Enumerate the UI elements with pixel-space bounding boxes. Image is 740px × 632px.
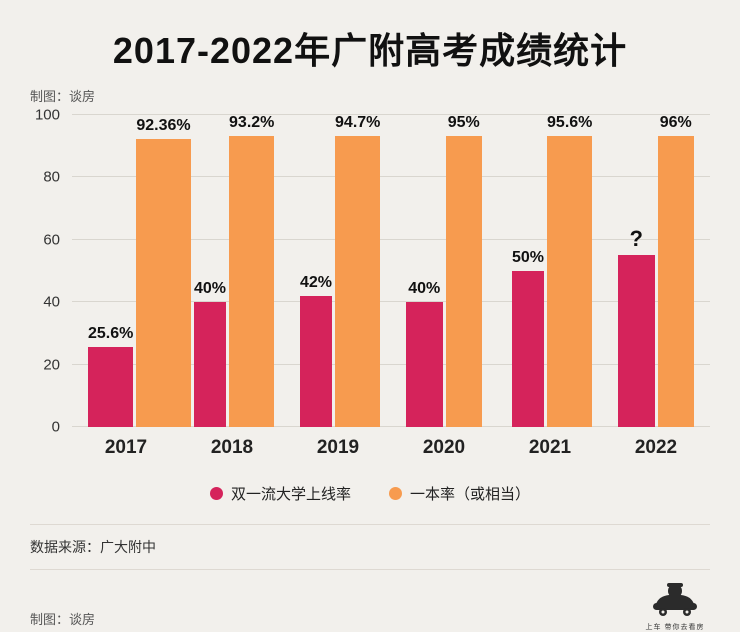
bar xyxy=(335,136,381,427)
bar-groups: 25.6% 92.36% 40% 93.2% 42% 94.7% 40% 95% 50% 95.6… xyxy=(72,115,710,427)
x-tick-label: 2017 xyxy=(104,437,148,458)
bar-value-label: 42% xyxy=(300,273,333,291)
footer: 制图：谈房 上车 带你去看房 xyxy=(30,582,710,632)
legend-item: 双一流大学上线率 xyxy=(209,483,351,504)
car-logo: 上车 带你去看房 xyxy=(640,582,710,632)
bar-value-label: 50% xyxy=(512,249,545,266)
y-tick-label: 80 xyxy=(43,168,60,186)
bar-value-label: 94.7% xyxy=(335,114,381,131)
bar xyxy=(618,255,655,427)
legend-label: 一本率（或相当） xyxy=(410,486,531,503)
bar xyxy=(136,138,191,427)
bar-value-label: ? xyxy=(629,226,643,252)
gridline xyxy=(72,238,710,240)
x-tick-label: 2018 xyxy=(210,437,254,458)
legend: 双一流大学上线率 一本率（或相当） xyxy=(0,483,740,504)
bar-slot: 95% xyxy=(445,114,482,427)
bar xyxy=(406,302,443,427)
bar-slot: ? xyxy=(618,115,655,427)
y-tick-label: 100 xyxy=(34,106,60,124)
bar-slot: 42% xyxy=(300,115,333,427)
y-tick-label: 60 xyxy=(43,231,60,249)
bar-group: 42% 94.7% xyxy=(300,115,381,427)
bar-value-label: 25.6% xyxy=(88,325,134,343)
bar-value-label: 40% xyxy=(408,280,441,298)
car-icon xyxy=(653,583,697,616)
bar xyxy=(547,136,593,427)
bar-value-label: 95% xyxy=(447,114,480,131)
gridline xyxy=(72,114,710,115)
legend-label: 双一流大学上线率 xyxy=(230,486,351,503)
bar xyxy=(194,302,227,427)
bar-slot: 96% xyxy=(657,114,694,427)
bar-value-label: 40% xyxy=(194,280,227,298)
bar xyxy=(445,136,482,427)
bar-value-label: 95.6% xyxy=(547,114,593,131)
bar-slot: 92.36% xyxy=(136,115,191,427)
legend-dot xyxy=(209,487,223,500)
bar-slot: 95.6% xyxy=(547,114,593,427)
x-axis-labels: 2017 2018 2019 2020 2021 2022 xyxy=(72,437,710,459)
bar-group: ? 96% xyxy=(618,115,694,427)
bar-slot: 93.2% xyxy=(229,114,275,427)
x-tick-label: 2020 xyxy=(422,437,466,458)
x-tick-label: 2022 xyxy=(634,437,678,458)
bar-value-label: 96% xyxy=(659,114,692,131)
bar-group: 50% 95.6% xyxy=(512,115,593,427)
bar xyxy=(300,295,333,427)
bar-slot: 25.6% xyxy=(88,115,134,427)
bar-slot: 40% xyxy=(194,115,227,427)
legend-item: 一本率（或相当） xyxy=(389,483,530,504)
logo-tagline: 上车 带你去看房 xyxy=(645,624,705,631)
bar xyxy=(88,347,134,427)
y-tick-label: 20 xyxy=(43,356,60,374)
y-tick-label: 40 xyxy=(43,293,60,311)
bar xyxy=(512,271,545,427)
bar xyxy=(229,136,275,427)
bar-slot: 94.7% xyxy=(335,114,381,427)
bar-slot: 50% xyxy=(512,115,545,427)
chart-title: 2017-2022年广附高考成绩统计 xyxy=(112,30,628,71)
bar-group: 25.6% 92.36% xyxy=(88,115,191,427)
plot-area: 0 20 40 60 80 100 25.6% 92.36% 40% 93.2% 42% 94.7%… xyxy=(35,108,710,435)
bar-value-label: 92.36% xyxy=(136,116,191,134)
x-tick-label: 2019 xyxy=(316,437,360,458)
bar-chart: 0 20 40 60 80 100 25.6% 92.36% 40% 93.2% 42% 94.7%… xyxy=(30,108,710,459)
bar-group: 40% 95% xyxy=(406,115,482,427)
data-source: 数据来源：广大附中 xyxy=(30,524,710,570)
gridline xyxy=(72,176,710,178)
x-tick-label: 2021 xyxy=(528,437,572,458)
bar-group: 40% 93.2% xyxy=(194,115,275,427)
gridline xyxy=(72,363,710,365)
gridline xyxy=(72,301,710,303)
y-tick-label: 0 xyxy=(51,418,60,436)
bar xyxy=(657,136,694,427)
legend-dot xyxy=(389,487,402,500)
gridline xyxy=(72,426,710,427)
credit-top: 制图：谈房 xyxy=(30,89,96,104)
bar-value-label: 93.2% xyxy=(229,114,275,132)
bar-slot: 40% xyxy=(406,115,443,427)
credit-bottom: 制图：谈房 xyxy=(30,612,96,627)
